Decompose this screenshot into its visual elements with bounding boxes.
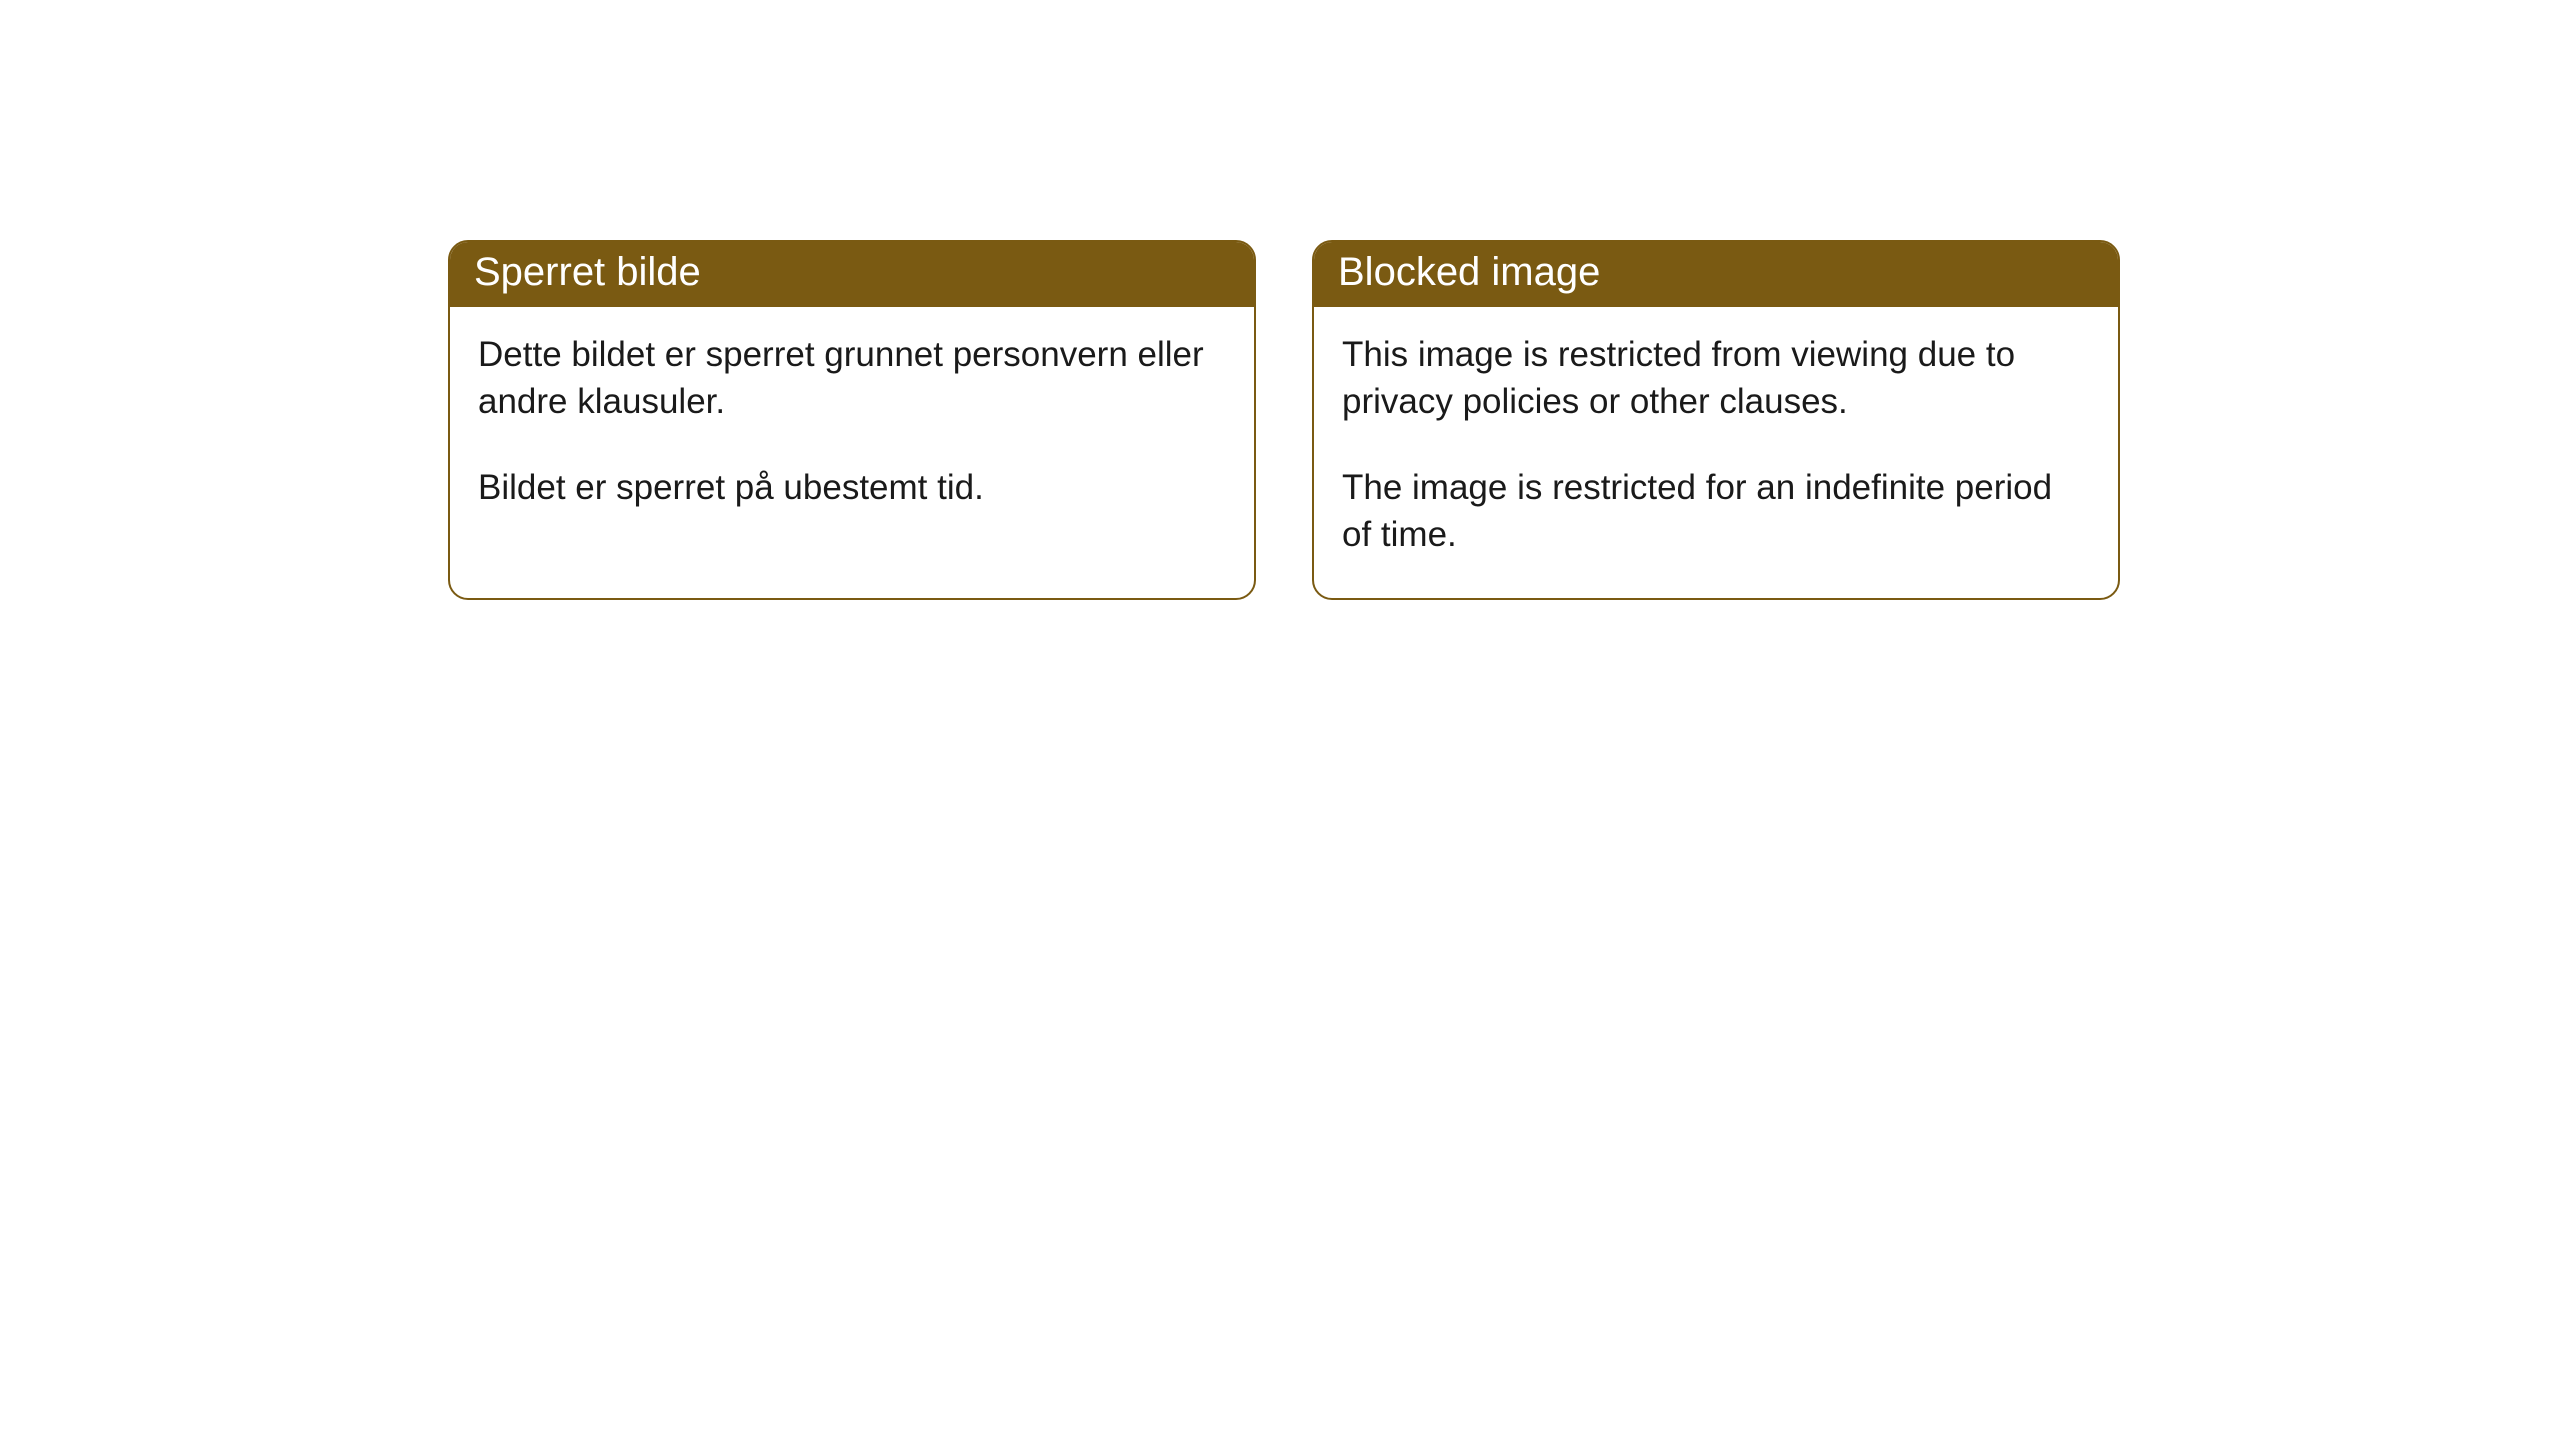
notice-card-en: Blocked image This image is restricted f… <box>1312 240 2120 600</box>
notice-text-no-1: Dette bildet er sperret grunnet personve… <box>478 331 1226 426</box>
notice-text-en-2: The image is restricted for an indefinit… <box>1342 464 2090 559</box>
notice-body-no: Dette bildet er sperret grunnet personve… <box>450 307 1254 551</box>
notice-text-en-1: This image is restricted from viewing du… <box>1342 331 2090 426</box>
notice-title-no: Sperret bilde <box>450 242 1254 307</box>
notice-body-en: This image is restricted from viewing du… <box>1314 307 2118 598</box>
notice-card-no: Sperret bilde Dette bildet er sperret gr… <box>448 240 1256 600</box>
notice-text-no-2: Bildet er sperret på ubestemt tid. <box>478 464 1226 511</box>
notice-container: Sperret bilde Dette bildet er sperret gr… <box>0 0 2560 600</box>
notice-title-en: Blocked image <box>1314 242 2118 307</box>
